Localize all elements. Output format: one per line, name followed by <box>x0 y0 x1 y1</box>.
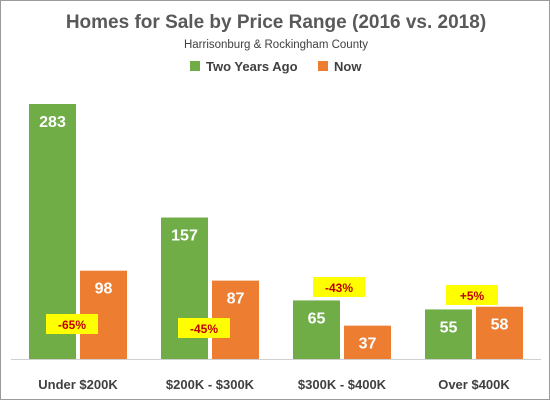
annotation-label-200k-300k: -45% <box>190 322 218 336</box>
annotation-box-200k-300k <box>178 318 230 338</box>
legend-swatch-now <box>318 61 328 71</box>
annotation-box-under-200k <box>46 314 98 334</box>
legend-swatch-two-years-ago <box>190 61 200 71</box>
x-tick-label-under-200k: Under $200K <box>38 377 118 392</box>
annotation-label-over-400k: +5% <box>460 289 485 303</box>
data-label-now-over-400k: 58 <box>491 317 509 334</box>
legend: Two Years Ago Now <box>190 59 362 74</box>
plot-area: 283 98 Under $200K -65% 157 87 $200K - $300K -4… <box>11 104 541 392</box>
x-tick-label-over-400k: Over $400K <box>438 377 510 392</box>
chart-title: Homes for Sale by Price Range (2016 vs. … <box>66 12 486 33</box>
data-label-now-200k-300k: 87 <box>227 291 245 308</box>
annotation-box-300k-400k <box>313 277 365 297</box>
data-label-two-years-ago-200k-300k: 157 <box>171 228 198 245</box>
data-label-two-years-ago-300k-400k: 65 <box>308 310 326 327</box>
bar-two-years-ago-300k-400k <box>293 300 340 359</box>
data-label-now-under-200k: 98 <box>95 281 113 298</box>
bar-now-300k-400k <box>344 325 391 359</box>
legend-label-now: Now <box>334 59 362 74</box>
data-label-now-300k-400k: 37 <box>359 336 377 353</box>
data-label-two-years-ago-over-400k: 55 <box>440 319 458 336</box>
x-tick-label-300k-400k: $300K - $400K <box>298 377 387 392</box>
data-label-two-years-ago-under-200k: 283 <box>39 114 66 131</box>
annotation-label-300k-400k: -43% <box>325 281 353 295</box>
bar-now-over-400k <box>476 306 523 359</box>
bar-two-years-ago-over-400k <box>425 309 472 359</box>
legend-label-two-years-ago: Two Years Ago <box>206 59 298 74</box>
annotation-box-over-400k <box>446 285 498 305</box>
annotation-label-under-200k: -65% <box>58 318 86 332</box>
x-tick-label-200k-300k: $200K - $300K <box>166 377 255 392</box>
chart-subtitle: Harrisonburg & Rockingham County <box>184 39 368 51</box>
